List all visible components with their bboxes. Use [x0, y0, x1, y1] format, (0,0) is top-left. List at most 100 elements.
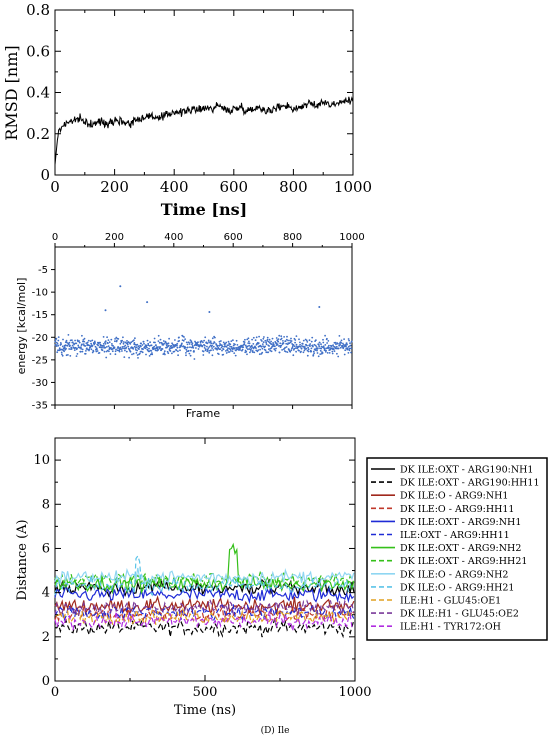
energy-point: [125, 346, 128, 349]
energy-point: [350, 340, 353, 343]
energy-point: [81, 343, 83, 346]
energy-point: [204, 348, 207, 351]
rmsd-xtick-labels: 0 200 400 600 800 1000: [50, 178, 372, 196]
energy-point: [331, 350, 334, 353]
energy-point: [210, 349, 212, 352]
distance-xtick-labels: 0 500 1000: [51, 685, 372, 700]
distance-legend: DK ILE:OXT - ARG190:NH1 DK ILE:OXT - ARG1…: [366, 457, 548, 641]
rmsd-ytick-labels: 0 0.2 0.4 0.6 0.8: [26, 1, 50, 184]
energy-point: [332, 348, 335, 351]
energy-point: [346, 343, 348, 346]
energy-point: [321, 352, 324, 354]
energy-point: [157, 349, 160, 351]
energy-point: [251, 351, 254, 353]
energy-point: [280, 344, 283, 347]
legend-label: ILE:H1 - TYR172:OH: [400, 622, 501, 633]
energy-point: [295, 343, 298, 346]
energy-point: [281, 349, 283, 351]
energy-point: [82, 343, 85, 345]
energy-point: [131, 340, 134, 343]
energy-point: [282, 342, 285, 344]
energy-point: [179, 349, 181, 352]
energy-point: [55, 341, 58, 344]
distance-series-10: [54, 554, 354, 597]
energy-point: [253, 351, 256, 354]
distance-plot-frame: [54, 437, 356, 682]
energy-x-tick-label: 200: [105, 232, 124, 243]
energy-point: [120, 341, 123, 344]
energy-point: [147, 344, 150, 347]
energy-point: [318, 306, 321, 308]
energy-point: [162, 340, 165, 342]
energy-point: [167, 342, 170, 345]
energy-point: [310, 350, 313, 353]
energy-point: [345, 345, 347, 348]
energy-point: [175, 349, 178, 352]
energy-point: [54, 340, 57, 343]
energy-point: [314, 344, 317, 347]
energy-point: [286, 335, 288, 338]
energy-point: [176, 342, 179, 345]
energy-point: [185, 341, 188, 344]
energy-point: [233, 352, 236, 354]
energy-point: [109, 353, 112, 355]
energy-point: [163, 342, 166, 345]
energy-point: [200, 340, 203, 343]
energy-point: [349, 344, 352, 347]
energy-point: [132, 348, 135, 350]
energy-point: [118, 347, 120, 349]
energy-point: [232, 344, 235, 347]
energy-point: [284, 346, 286, 349]
energy-point: [140, 342, 143, 345]
energy-point: [189, 339, 192, 341]
energy-point: [130, 341, 133, 344]
energy-point: [121, 350, 123, 352]
energy-point: [58, 347, 61, 350]
energy-point: [98, 352, 101, 354]
energy-point: [334, 341, 337, 344]
rmsd-x-tick-label: 0: [50, 178, 60, 196]
energy-point: [186, 343, 189, 346]
energy-point: [197, 348, 200, 350]
energy-point: [246, 353, 248, 356]
energy-point: [274, 349, 277, 352]
energy-point: [273, 348, 276, 351]
energy-point: [127, 345, 130, 348]
energy-point: [70, 346, 73, 349]
energy-point: [67, 334, 70, 336]
energy-point: [178, 340, 181, 342]
energy-point: [262, 345, 264, 347]
energy-point: [242, 346, 245, 349]
energy-point: [298, 338, 300, 341]
energy-point: [148, 355, 151, 357]
energy-point: [176, 344, 178, 347]
energy-point: [347, 352, 350, 354]
energy-point: [119, 285, 122, 288]
energy-point: [227, 347, 229, 350]
energy-point: [132, 352, 135, 355]
energy-point: [188, 352, 191, 355]
legend-label: DK ILE:OXT - ARG9:HH21: [400, 556, 527, 567]
energy-point: [149, 341, 152, 344]
energy-point: [84, 345, 87, 347]
legend-label: DK ILE:OXT - ARG9:NH1: [400, 517, 521, 528]
energy-point: [164, 340, 167, 343]
energy-point: [328, 352, 331, 354]
rmsd-plot-frame: [54, 9, 354, 176]
energy-point: [340, 339, 343, 342]
energy-point: [112, 344, 114, 347]
energy-point: [186, 346, 189, 349]
energy-point: [227, 344, 230, 346]
energy-point: [202, 341, 204, 344]
rmsd-x-tick-label: 800: [279, 178, 308, 196]
energy-point: [55, 337, 58, 340]
distance-y-tick-label: 6: [42, 541, 50, 556]
energy-point: [279, 342, 282, 345]
distance-y-tick-label: 4: [42, 586, 50, 601]
energy-point: [262, 341, 265, 344]
energy-point: [61, 345, 64, 348]
energy-point: [277, 338, 280, 340]
energy-point: [306, 341, 309, 343]
energy-point: [303, 349, 306, 352]
energy-point: [195, 347, 197, 349]
